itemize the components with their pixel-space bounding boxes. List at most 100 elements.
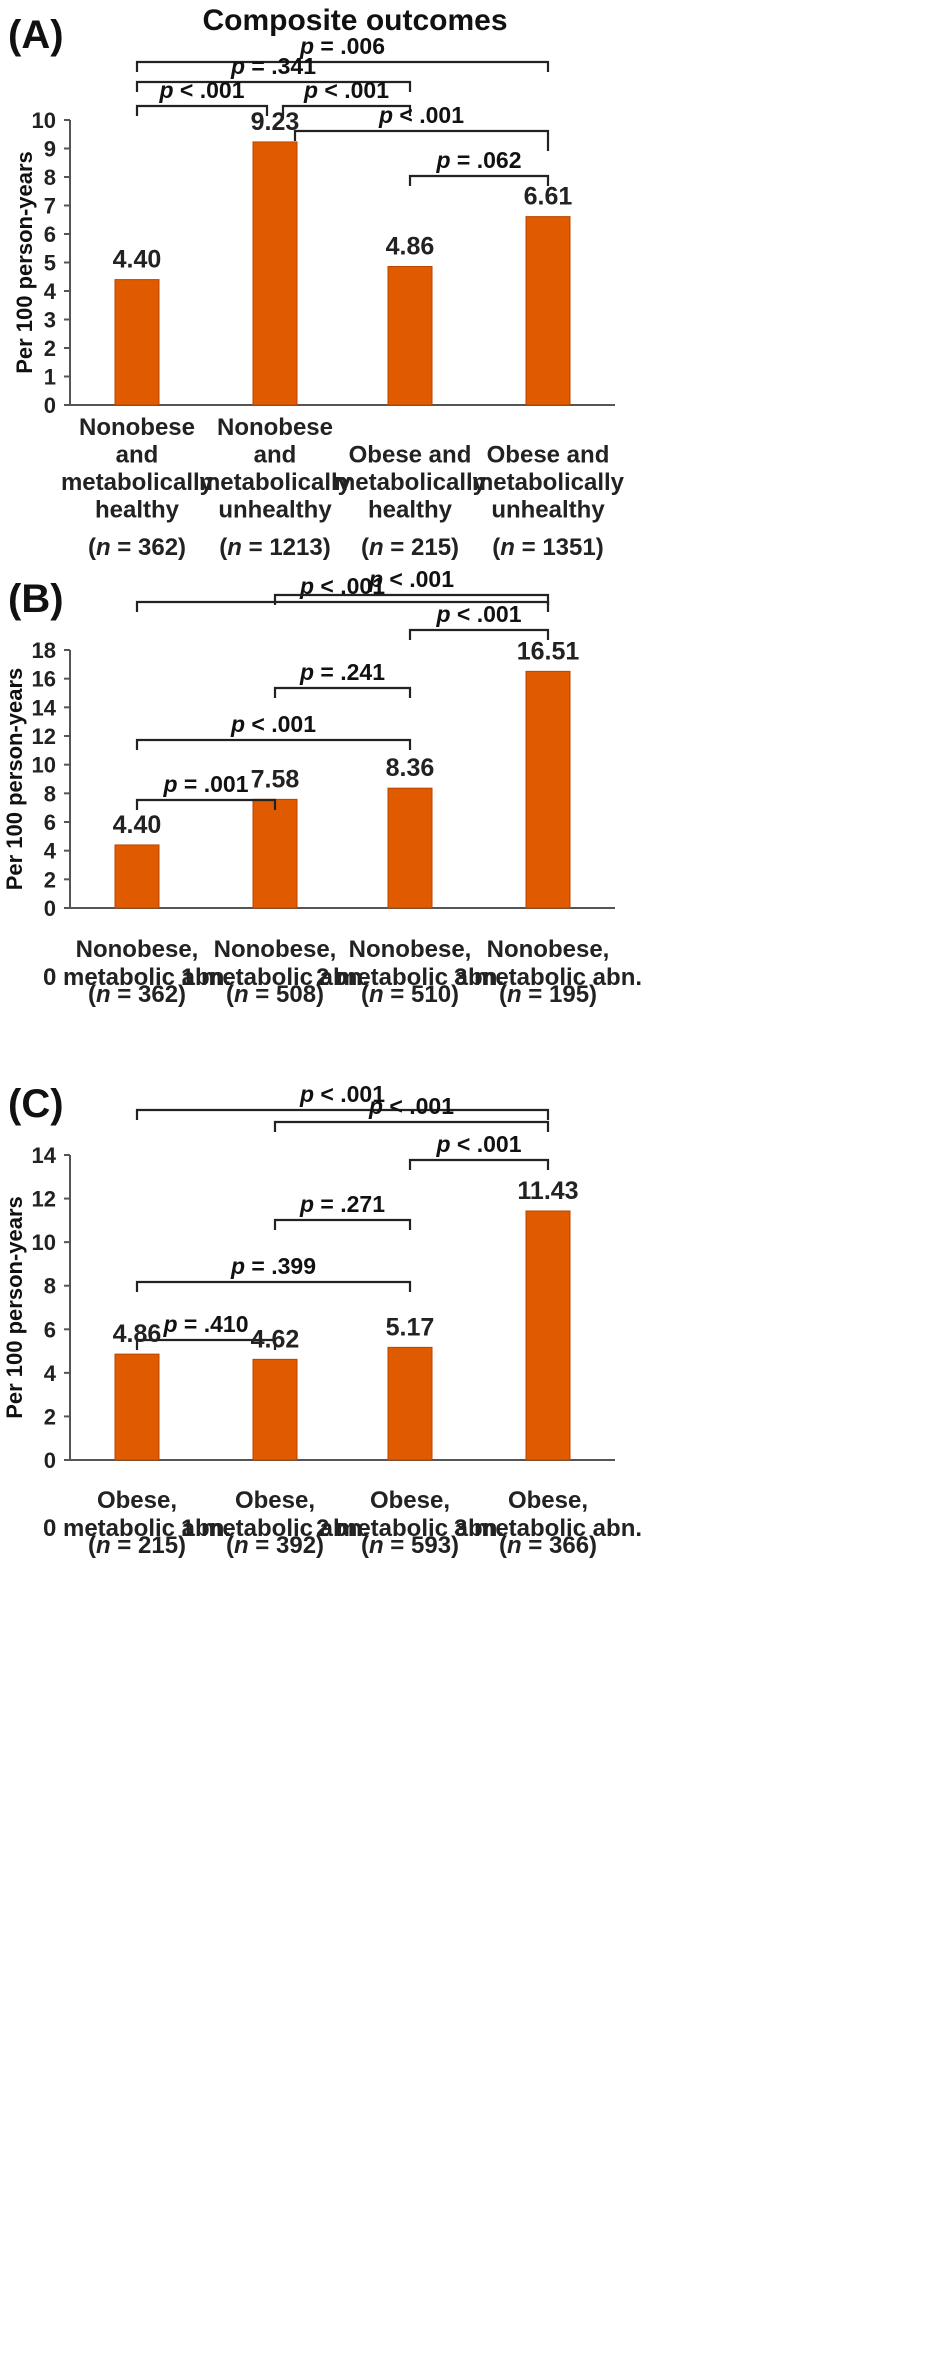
x-category-label: unhealthy [218,497,332,524]
y-tick-label: 0 [44,1448,56,1473]
bar-value-label: 8.36 [386,754,435,782]
y-tick-label: 2 [44,867,56,892]
panel-letter: (C) [8,1082,64,1126]
x-category-label: and [116,442,159,469]
bar [252,141,298,406]
p-value-label: p < .001 [230,711,316,737]
x-category-label: Obese, [235,1487,315,1514]
y-tick-label: 0 [44,393,56,418]
bar [387,787,433,909]
bar [387,1346,433,1461]
significance-bracket [281,104,412,116]
significance-bracket [135,600,550,612]
y-tick-label: 10 [32,108,56,133]
significance-bracket [273,593,550,605]
significance-bracket [408,174,550,186]
significance-bracket [273,1218,412,1230]
p-value-label: p < .001 [435,1131,521,1157]
bar-value-label: 5.17 [386,1313,435,1341]
p-value-label: p < .001 [368,566,454,592]
y-tick-label: 7 [44,194,56,219]
p-value-label: p < .001 [378,102,464,128]
sample-size-label: (n = 215) [88,1532,186,1559]
y-tick-label: 12 [32,724,56,749]
sample-size-label: (n = 195) [499,981,597,1008]
y-tick-label: 10 [32,1230,56,1255]
y-tick-label: 14 [32,695,57,720]
sample-size-label: (n = 362) [88,534,186,561]
x-category-label: Nonobese, [487,936,610,963]
bar [525,1210,571,1461]
y-tick-label: 8 [44,1274,56,1299]
y-tick-label: 2 [44,336,56,361]
bar [525,670,571,909]
p-value-label: p = .001 [162,771,248,797]
significance-bracket [408,628,550,640]
sample-size-label: (n = 1351) [492,534,603,561]
bar [525,216,571,406]
sample-size-label: (n = 593) [361,1532,459,1559]
bar [387,265,433,406]
sample-size-label: (n = 1213) [219,534,330,561]
y-tick-label: 18 [32,638,56,663]
significance-bracket [135,104,269,116]
x-category-label: Obese, [370,1487,450,1514]
bar-value-label: 11.43 [517,1177,578,1205]
y-tick-label: 0 [44,896,56,921]
chart-panel-a: (A) 0 1 2 3 4 5 6 7 8 9 10 Per 100 person-years 4.40 9… [8,13,625,561]
bar-value-label: 4.86 [386,232,435,260]
x-category-label: Nonobese, [214,936,337,963]
y-tick-label: 9 [44,137,56,162]
figure-title: Composite outcomes [202,4,507,37]
p-value-label: p < .001 [299,1081,385,1107]
p-value-label: p < .001 [435,601,521,627]
x-category-label: Obese and [349,442,472,469]
y-axis-label: Per 100 person-years [2,668,27,891]
x-category-label: unhealthy [491,497,605,524]
bar-value-label: 9.23 [251,108,300,136]
p-value-label: p = .006 [299,33,385,59]
x-category-label: healthy [368,497,453,524]
x-category-label: metabolically [61,469,214,496]
p-value-label: p = .062 [435,147,521,173]
sample-size-label: (n = 508) [226,981,324,1008]
x-category-label: metabolically [334,469,487,496]
y-tick-label: 8 [44,781,56,806]
p-value-label: p < .001 [158,77,244,103]
p-value-label: p = .341 [230,53,316,79]
x-category-label: Nonobese [79,414,195,441]
y-tick-label: 8 [44,165,56,190]
y-tick-label: 4 [44,839,57,864]
p-value-label: p = .241 [299,659,385,685]
p-value-label: p = .271 [299,1191,385,1217]
x-category-label: 3 metabolic abn. [454,1515,642,1542]
bar [114,1353,160,1461]
y-axis-label: Per 100 person-years [12,151,37,374]
panel-letter: (B) [8,577,64,621]
y-tick-label: 10 [32,753,56,778]
p-value-label: p < .001 [303,77,389,103]
x-category-label: 2 metabolic abn. [316,1515,504,1542]
y-tick-label: 16 [32,667,56,692]
significance-bracket [135,738,412,750]
significance-bracket [135,80,412,92]
significance-bracket [135,60,550,72]
sample-size-label: (n = 362) [88,981,186,1008]
p-value-label: p = .410 [162,1311,248,1337]
significance-bracket [273,686,412,698]
sample-size-label: (n = 510) [361,981,459,1008]
y-tick-label: 14 [32,1143,57,1168]
x-category-label: metabolically [199,469,352,496]
x-category-label: 1 metabolic abn. [181,1515,369,1542]
x-category-label: Nonobese [217,414,333,441]
bar-value-label: 4.40 [113,246,162,274]
x-category-label: 1 metabolic abn. [181,964,369,991]
bar [252,1358,298,1461]
panel-letter: (A) [8,13,64,57]
x-category-label: Nonobese, [76,936,199,963]
y-tick-label: 6 [44,1317,56,1342]
significance-bracket [135,798,277,810]
x-category-label: Obese, [508,1487,588,1514]
p-value-label: p = .399 [230,1253,316,1279]
